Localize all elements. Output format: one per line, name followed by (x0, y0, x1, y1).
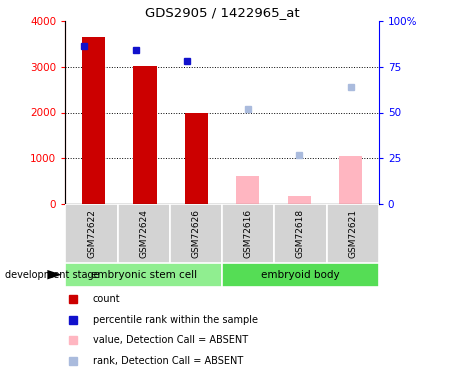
Bar (327, 204, 379, 262)
Bar (65, 204, 118, 262)
Text: value, Detection Call = ABSENT: value, Detection Call = ABSENT (93, 335, 248, 345)
Bar (185, 113, 208, 204)
Polygon shape (47, 270, 62, 279)
Bar (170, 204, 222, 262)
Bar (222, 262, 379, 287)
Bar (274, 204, 327, 262)
Text: GSM72624: GSM72624 (139, 209, 148, 258)
Text: embryonic stem cell: embryonic stem cell (91, 270, 197, 280)
Bar (118, 204, 170, 262)
Title: GDS2905 / 1422965_at: GDS2905 / 1422965_at (145, 6, 299, 20)
Text: rank, Detection Call = ABSENT: rank, Detection Call = ABSENT (93, 356, 243, 366)
Bar (288, 196, 311, 204)
Bar (82, 37, 105, 204)
Text: GSM72618: GSM72618 (296, 209, 305, 258)
Bar (339, 156, 362, 204)
Text: GSM72622: GSM72622 (87, 209, 96, 258)
Bar (222, 204, 274, 262)
Text: embryoid body: embryoid body (261, 270, 340, 280)
Text: GSM72621: GSM72621 (348, 209, 357, 258)
Bar (133, 66, 156, 204)
Text: GSM72616: GSM72616 (244, 209, 253, 258)
Bar (65, 262, 222, 287)
Text: development stage: development stage (5, 270, 99, 280)
Bar (236, 176, 259, 204)
Text: percentile rank within the sample: percentile rank within the sample (93, 315, 258, 325)
Text: GSM72626: GSM72626 (192, 209, 201, 258)
Text: count: count (93, 294, 120, 304)
